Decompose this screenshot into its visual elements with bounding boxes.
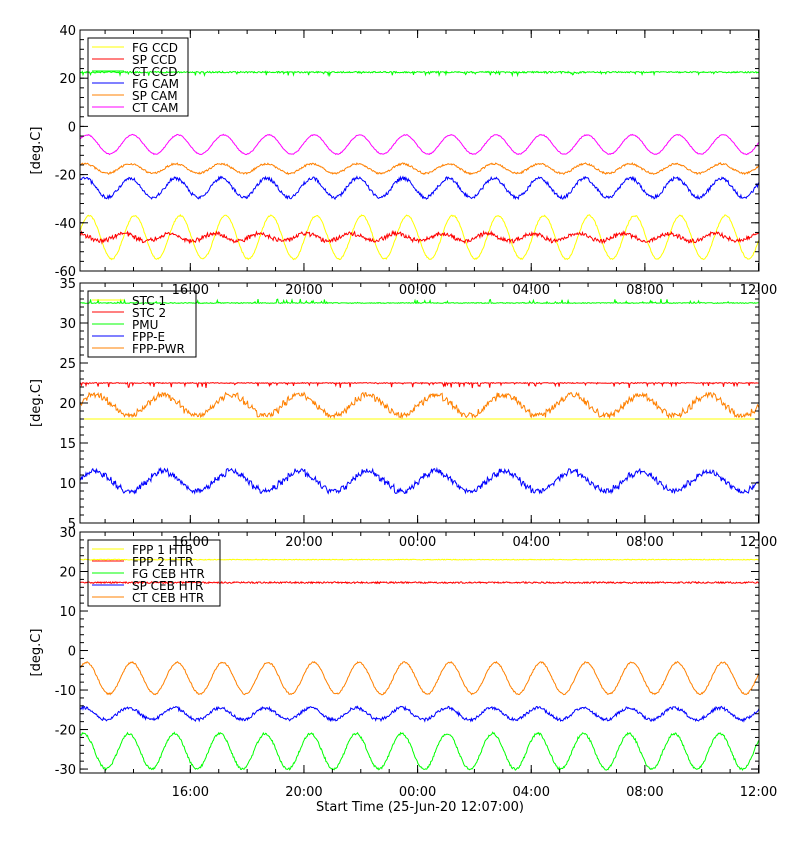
y-tick-label: 0: [68, 120, 76, 135]
series-line: [79, 704, 760, 723]
series-line: [79, 175, 760, 201]
legend-label: STC 1: [132, 294, 166, 308]
legend-label: CT CCD: [132, 65, 178, 79]
legend-label: STC 2: [132, 306, 166, 320]
y-tick-label: 20: [59, 566, 76, 581]
series-line: [79, 466, 760, 495]
x-tick-label: 12:00: [740, 785, 777, 800]
series-line: [79, 133, 760, 156]
series-line: [80, 660, 760, 696]
plot-frame: [79, 531, 760, 774]
legend-label: SP CEB HTR: [132, 579, 203, 593]
x-tick-label: 16:00: [172, 785, 209, 800]
y-tick-label: 15: [59, 437, 76, 452]
legend-label: FG CEB HTR: [132, 567, 205, 581]
legend-label: FG CAM: [132, 77, 179, 91]
y-tick-label: 20: [59, 397, 76, 412]
legend-label: FG CCD: [132, 41, 178, 55]
legend-label: FPP-E: [132, 330, 165, 344]
series-line: [79, 70, 760, 78]
legend-box: [87, 539, 221, 607]
series-line: [79, 229, 759, 245]
y-tick-label: -60: [55, 265, 76, 280]
y-axis-title: [deg.C]: [29, 629, 44, 677]
y-tick-label: -30: [55, 763, 76, 778]
legend-label: SP CAM: [132, 89, 178, 103]
legend-label: PMU: [132, 318, 158, 332]
x-tick-label: 04:00: [513, 785, 550, 800]
chart-panel-3: -30 -20 -10 0 10 20 30 16:00 20:00 00:00 04:00 08:0…: [29, 526, 777, 800]
x-tick-label: 16:00: [172, 535, 209, 550]
y-tick-label: 35: [59, 277, 76, 292]
x-tick-label: 20:00: [285, 785, 322, 800]
x-tick-label: 00:00: [399, 785, 436, 800]
y-tick-label: 25: [59, 357, 76, 372]
y-tick-label: 10: [59, 605, 76, 620]
legend-label: SP CCD: [132, 53, 177, 67]
legend-label: FPP-PWR: [132, 342, 185, 356]
y-tick-label: 0: [68, 645, 76, 660]
y-tick-label: -10: [55, 684, 76, 699]
legend-label: FPP 1 HTR: [132, 543, 193, 557]
y-tick-label: 30: [59, 526, 76, 541]
series-line: [79, 391, 760, 420]
x-axis-title: Start Time (25-Jun-20 12:07:00): [316, 800, 524, 815]
y-tick-label: 40: [59, 24, 76, 39]
y-tick-label: 30: [59, 317, 76, 332]
x-tick-label: 08:00: [626, 785, 663, 800]
y-tick-label: -40: [55, 217, 76, 232]
y-axis-title: [deg.C]: [29, 379, 44, 427]
chart-panel-1: -60-40-200204016:0020:0000:0004:0008:001…: [29, 24, 777, 298]
x-tick-label: 04:00: [513, 535, 550, 550]
y-tick-label: -20: [55, 169, 76, 184]
series-line: [79, 298, 760, 305]
x-tick-label: 08:00: [626, 535, 663, 550]
series-line: [79, 731, 760, 772]
y-tick-label: 5: [68, 517, 76, 532]
legend-label: CT CAM: [132, 101, 178, 115]
series-line: [79, 381, 760, 389]
legend-label: FPP 2 HTR: [132, 555, 193, 569]
legend-box: [87, 37, 189, 117]
x-tick-label: 00:00: [399, 535, 436, 550]
legend-label: CT CEB HTR: [132, 591, 204, 605]
series-line: [79, 162, 760, 176]
y-tick-label: -20: [55, 724, 76, 739]
plot-frame: [79, 29, 760, 272]
series-line: [79, 580, 760, 585]
x-tick-label: 20:00: [285, 535, 322, 550]
y-tick-label: 20: [59, 72, 76, 87]
series-line: [80, 558, 760, 561]
y-tick-label: 10: [59, 477, 76, 492]
legend-box: [87, 290, 197, 358]
y-axis-title: [deg.C]: [29, 127, 44, 175]
